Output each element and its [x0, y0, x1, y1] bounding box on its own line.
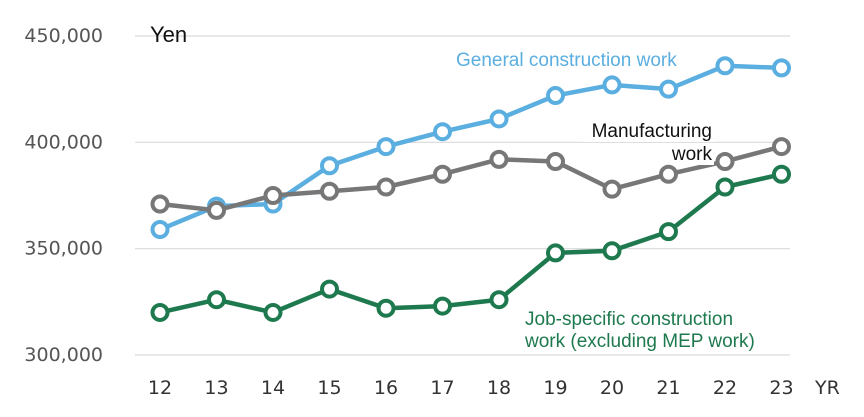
series-3: [150, 164, 791, 322]
data-point: [263, 302, 283, 322]
x-tick-label: 14: [261, 377, 285, 399]
data-point: [659, 164, 678, 184]
data-point: [207, 290, 226, 310]
label-background: [454, 49, 703, 71]
x-axis-ticks: 12 13 14 15 16 17 18 19 20 21 22 23: [148, 377, 794, 399]
data-point: [433, 164, 452, 184]
data-point: [150, 194, 170, 214]
x-tick-label: 16: [374, 377, 398, 399]
data-point: [320, 181, 339, 201]
y-tick-label: 400,000: [24, 131, 103, 153]
data-point: [376, 177, 396, 197]
data-point: [207, 200, 226, 220]
data-point: [772, 58, 791, 78]
data-point: [602, 75, 622, 95]
series-label: work (excluding MEP work): [524, 331, 755, 352]
data-point: [546, 86, 565, 106]
x-tick-label: 15: [317, 377, 341, 399]
data-point: [489, 109, 509, 129]
data-point: [715, 177, 735, 197]
data-point: [489, 149, 509, 169]
data-point: [602, 179, 622, 199]
series-label: work: [671, 144, 713, 165]
series-line: [159, 144, 783, 213]
series-label: General construction work: [456, 50, 677, 71]
data-point: [602, 241, 622, 261]
label-background: [523, 330, 772, 352]
series-label: Manufacturing: [592, 121, 712, 142]
data-point: [659, 222, 678, 242]
series-line: [159, 172, 782, 315]
data-point: [772, 137, 791, 157]
y-axis-unit-label: Yen: [150, 22, 187, 47]
x-tick-label: 22: [713, 377, 737, 399]
data-point: [715, 56, 735, 76]
data-point: [489, 290, 509, 310]
data-point: [433, 122, 452, 142]
y-tick-label: 300,000: [24, 344, 103, 366]
series-group: [150, 56, 791, 322]
data-point: [546, 151, 565, 171]
label-background: [670, 143, 714, 165]
x-tick-label: 19: [543, 377, 567, 399]
x-tick-label: 18: [487, 377, 511, 399]
y-tick-label: 350,000: [24, 238, 103, 260]
data-point: [150, 302, 170, 322]
data-point: [772, 164, 791, 184]
y-tick-label: 450,000: [24, 25, 103, 47]
data-point: [659, 79, 678, 99]
x-tick-label: 13: [204, 377, 228, 399]
x-tick-label: 12: [148, 377, 172, 399]
x-tick-label: 20: [600, 377, 624, 399]
data-point: [376, 298, 396, 318]
x-axis-unit-label: YR: [814, 377, 840, 399]
data-point: [320, 279, 339, 299]
series-label: Job-specific construction: [525, 309, 733, 330]
data-point: [433, 296, 452, 316]
series-labels: General construction workManufacturingwo…: [454, 49, 772, 352]
x-tick-label: 23: [769, 377, 793, 399]
label-background: [523, 308, 772, 330]
data-point: [263, 186, 283, 205]
data-point: [376, 137, 396, 157]
data-point: [150, 220, 170, 240]
data-point: [320, 156, 339, 176]
data-point: [715, 151, 735, 171]
gridlines: [135, 35, 790, 356]
x-tick-label: 17: [430, 377, 454, 399]
y-axis-ticks: 300,000 350,000 400,000 450,000: [24, 25, 103, 366]
x-tick-label: 21: [656, 377, 680, 399]
data-point: [546, 243, 565, 263]
series-2: [150, 137, 791, 220]
label-background: [582, 120, 714, 142]
